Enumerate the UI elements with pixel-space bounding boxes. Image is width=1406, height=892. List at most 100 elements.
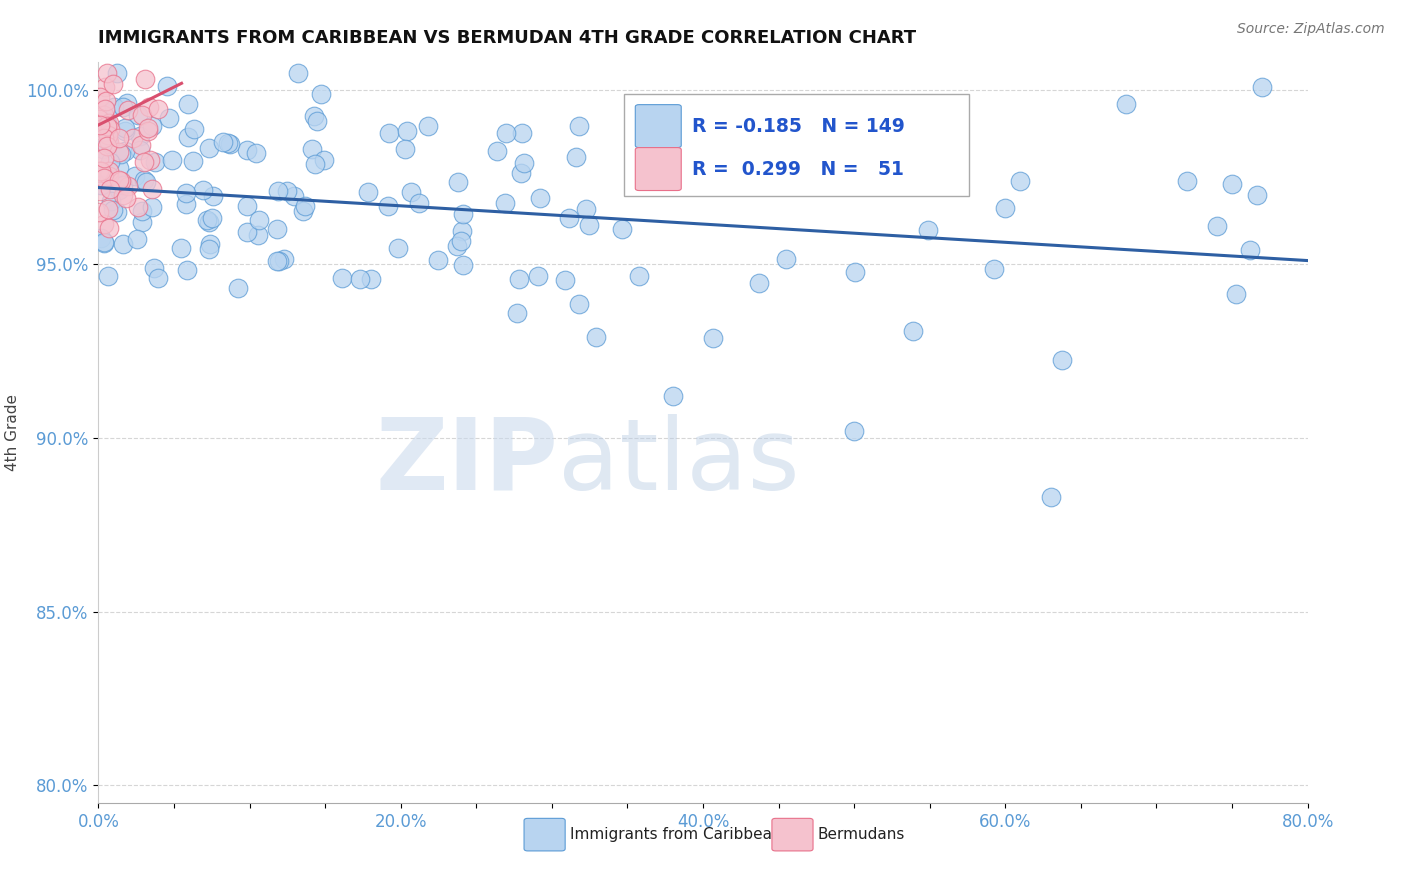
Point xyxy=(117,178,139,193)
Point xyxy=(844,265,866,279)
Point xyxy=(97,136,120,150)
Text: IMMIGRANTS FROM CARIBBEAN VS BERMUDAN 4TH GRADE CORRELATION CHART: IMMIGRANTS FROM CARIBBEAN VS BERMUDAN 4T… xyxy=(98,29,917,47)
Point xyxy=(98,221,121,235)
Point xyxy=(93,151,115,165)
Text: Bermudans: Bermudans xyxy=(818,827,905,842)
Point xyxy=(578,219,600,233)
Point xyxy=(174,197,197,211)
Point xyxy=(129,128,152,143)
Point xyxy=(108,161,131,175)
Point xyxy=(451,259,474,273)
Point xyxy=(565,150,588,164)
Text: R =  0.299   N =   51: R = 0.299 N = 51 xyxy=(692,161,904,179)
Point xyxy=(129,137,152,152)
Point xyxy=(96,138,118,153)
Point xyxy=(105,66,128,80)
Text: R = -0.185   N = 149: R = -0.185 N = 149 xyxy=(692,117,905,136)
Point xyxy=(96,120,118,134)
Point xyxy=(723,125,745,139)
Point xyxy=(135,175,157,189)
Point xyxy=(446,239,468,253)
Point xyxy=(304,109,326,123)
Point xyxy=(786,128,808,143)
Point xyxy=(101,77,124,91)
Point xyxy=(132,155,155,169)
Point xyxy=(311,87,333,101)
Point xyxy=(111,178,134,192)
Point xyxy=(198,243,221,257)
Point xyxy=(399,185,422,199)
Point xyxy=(177,129,200,144)
Point xyxy=(174,186,197,200)
Point xyxy=(508,272,530,286)
Point xyxy=(108,183,131,197)
Point xyxy=(1220,177,1243,191)
Point xyxy=(98,121,121,136)
Point xyxy=(115,191,138,205)
Point xyxy=(93,125,115,139)
Point xyxy=(283,189,305,203)
Point xyxy=(93,235,115,250)
Point xyxy=(132,173,155,187)
Point xyxy=(89,204,111,219)
Point xyxy=(127,200,149,214)
Point xyxy=(96,66,118,80)
Point xyxy=(1251,79,1274,94)
Point xyxy=(349,272,371,286)
Point xyxy=(568,119,591,133)
Text: ZIP: ZIP xyxy=(375,414,558,511)
Y-axis label: 4th Grade: 4th Grade xyxy=(6,394,20,471)
Point xyxy=(377,126,399,140)
Point xyxy=(93,107,115,121)
Text: Immigrants from Caribbean: Immigrants from Caribbean xyxy=(569,827,782,842)
Point xyxy=(291,204,314,219)
Point xyxy=(304,157,326,171)
Point xyxy=(117,95,139,110)
Point xyxy=(917,223,939,237)
FancyBboxPatch shape xyxy=(524,818,565,851)
Point xyxy=(94,103,117,117)
Point xyxy=(217,136,239,150)
Point xyxy=(294,198,316,212)
Point xyxy=(301,142,323,156)
Point xyxy=(141,119,163,133)
Point xyxy=(90,231,112,245)
Point xyxy=(129,143,152,157)
Point xyxy=(148,102,170,116)
Point xyxy=(91,142,114,156)
Point xyxy=(267,253,290,268)
Point xyxy=(94,79,117,94)
Point xyxy=(527,269,550,284)
Point xyxy=(983,262,1005,277)
Point xyxy=(98,182,121,196)
Point xyxy=(121,131,143,145)
Point xyxy=(191,183,214,197)
Point xyxy=(93,217,115,231)
Point xyxy=(112,99,135,113)
Point xyxy=(136,121,159,136)
Point xyxy=(266,254,288,268)
Text: Source: ZipAtlas.com: Source: ZipAtlas.com xyxy=(1237,22,1385,37)
Point xyxy=(111,237,134,252)
Point xyxy=(94,94,117,108)
Point xyxy=(114,144,136,158)
Point xyxy=(114,121,136,136)
Point xyxy=(94,133,117,147)
Point xyxy=(160,153,183,167)
Point xyxy=(183,122,205,136)
Point xyxy=(568,296,591,310)
Point xyxy=(661,389,683,403)
Point xyxy=(103,100,125,114)
Point xyxy=(124,169,146,183)
Point xyxy=(360,271,382,285)
Point xyxy=(100,194,122,209)
Point xyxy=(93,121,115,136)
Point xyxy=(98,169,121,184)
FancyBboxPatch shape xyxy=(624,94,969,195)
Point xyxy=(212,136,235,150)
Point xyxy=(627,269,650,284)
Point xyxy=(218,137,240,152)
Point xyxy=(287,66,309,80)
Point xyxy=(143,155,166,169)
Point xyxy=(93,171,115,186)
